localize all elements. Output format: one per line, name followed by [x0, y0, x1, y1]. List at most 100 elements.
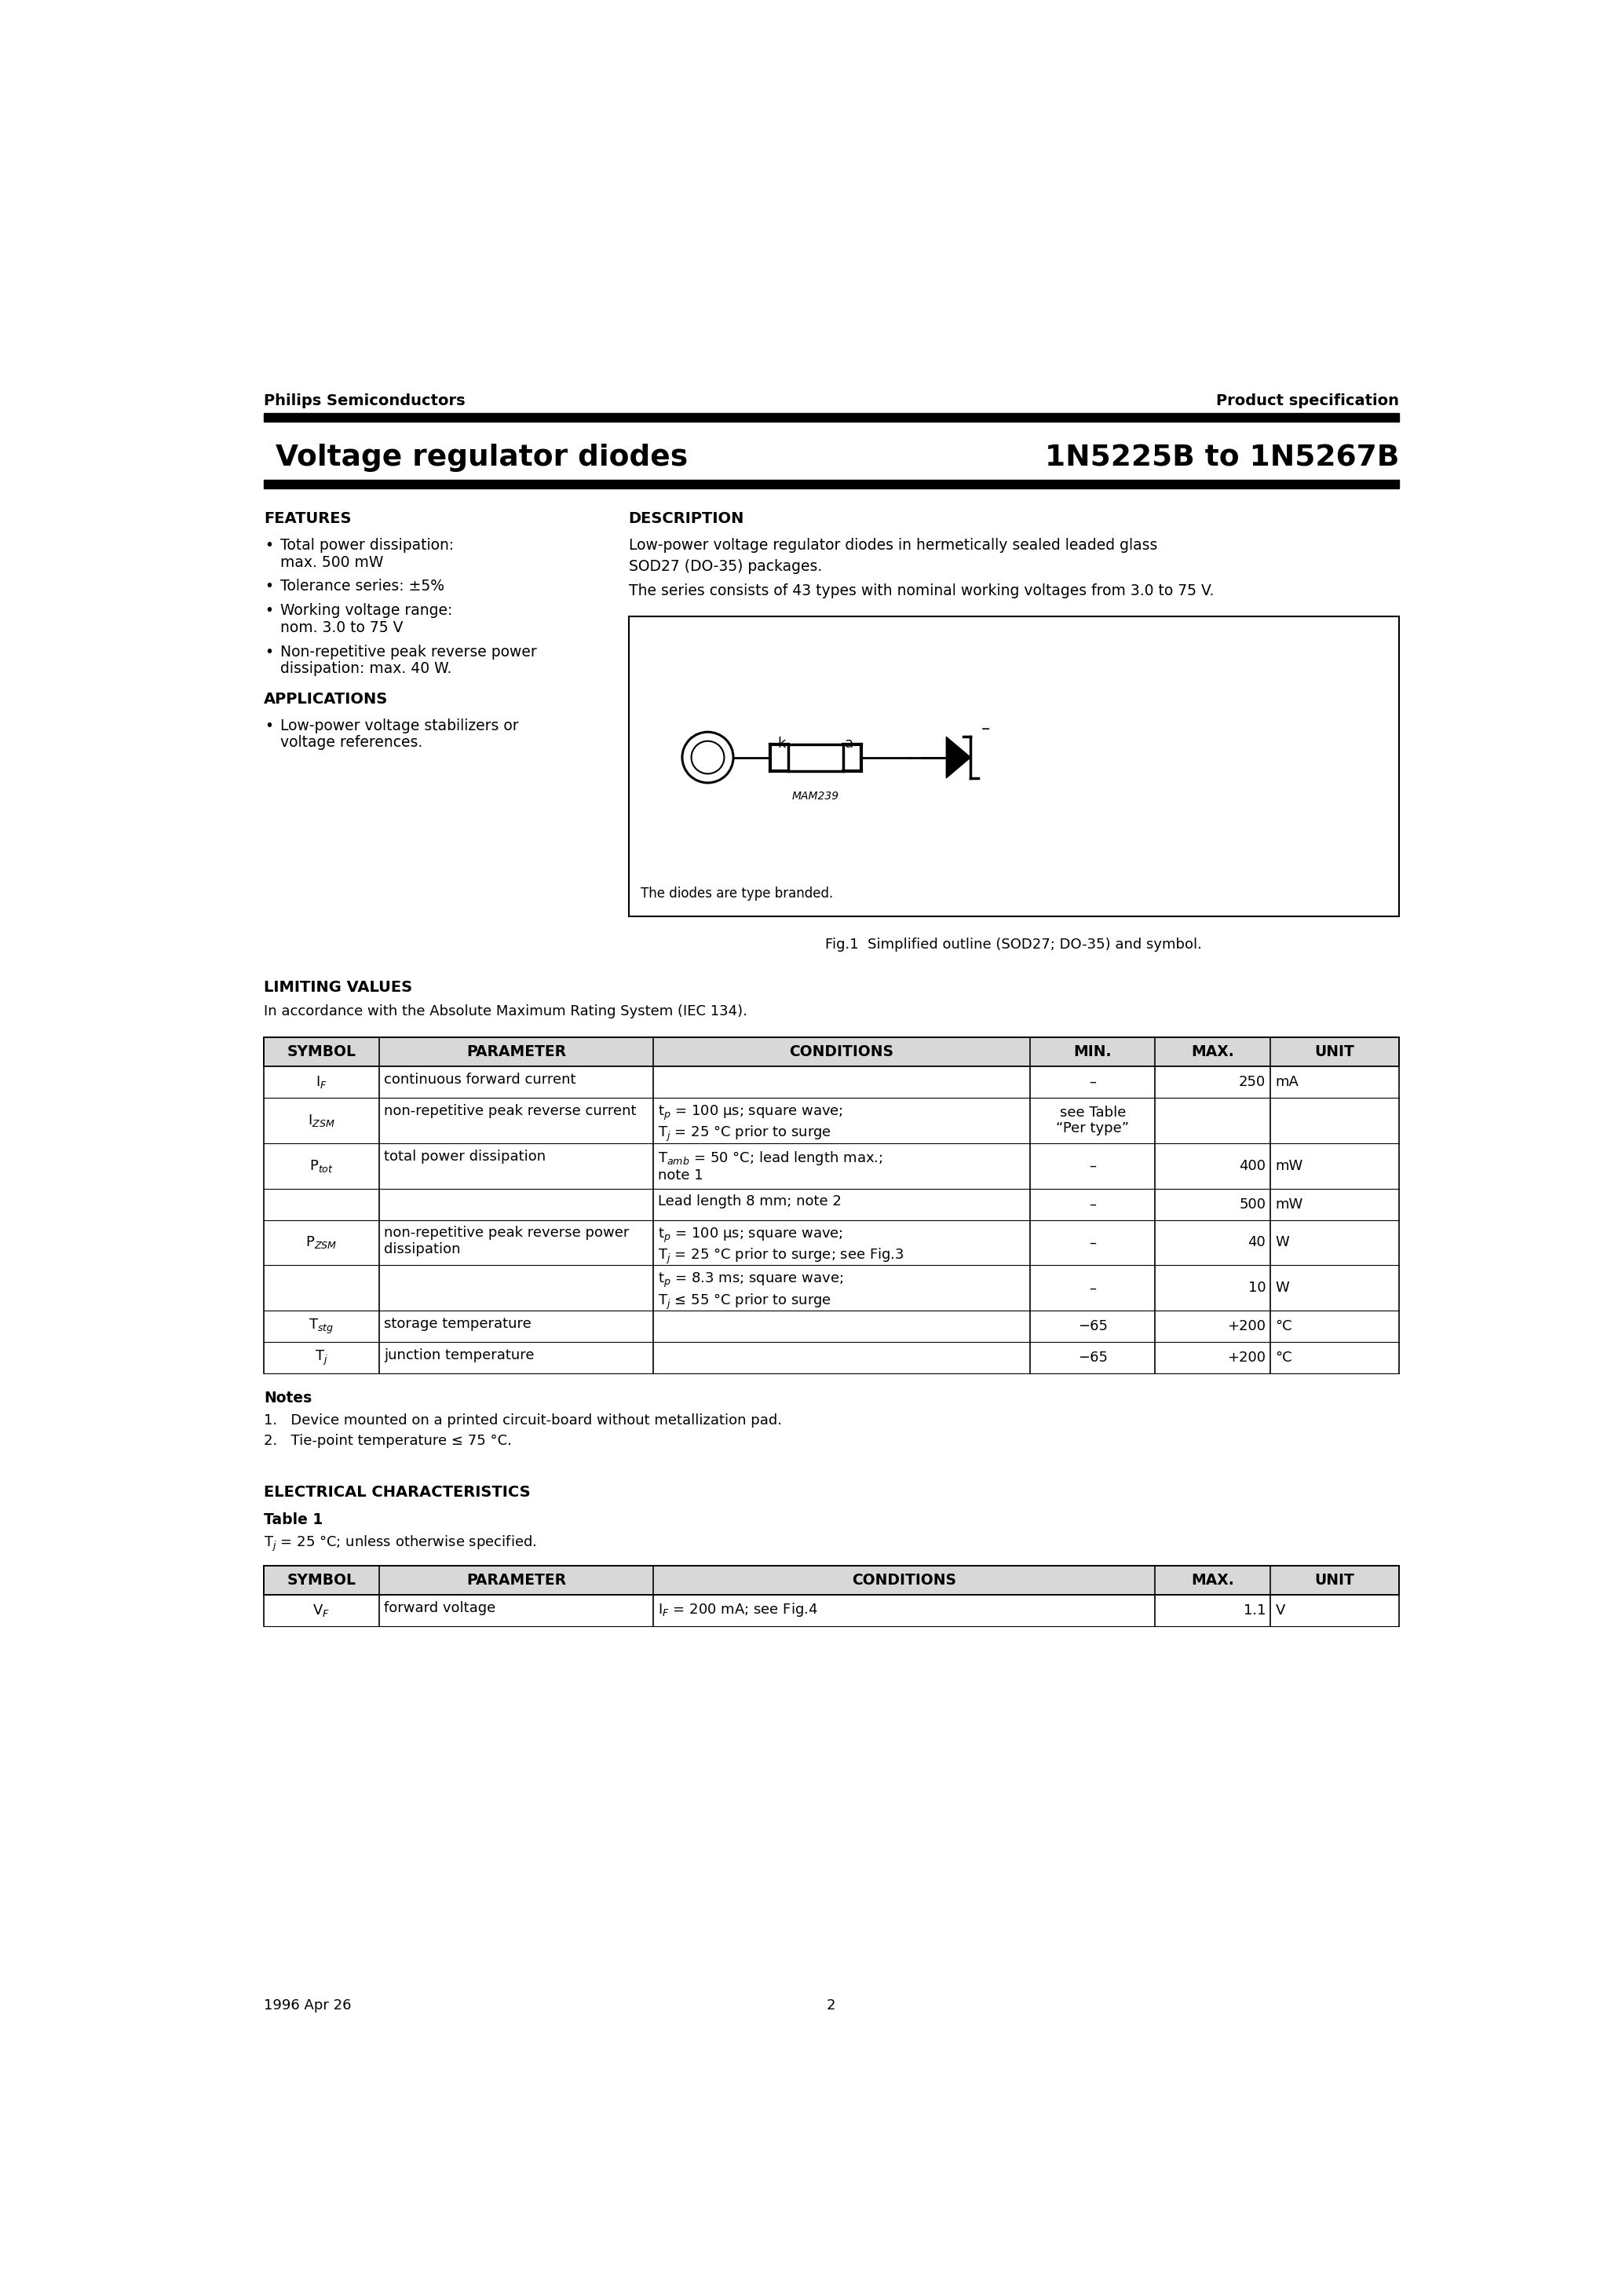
Bar [788, 744, 843, 771]
Text: see Table
“Per type”: see Table “Per type” [1056, 1104, 1129, 1137]
Text: –: – [1088, 1235, 1096, 1249]
Text: Philips Semiconductors: Philips Semiconductors [264, 393, 466, 409]
Text: 2: 2 [827, 1998, 835, 2011]
Text: k: k [779, 737, 787, 751]
Text: UNIT: UNIT [1315, 1045, 1354, 1058]
Text: +200: +200 [1228, 1350, 1265, 1364]
Polygon shape [946, 737, 970, 778]
Text: Working voltage range:: Working voltage range: [281, 604, 453, 618]
Text: LIMITING VALUES: LIMITING VALUES [264, 980, 412, 994]
Text: In accordance with the Absolute Maximum Rating System (IEC 134).: In accordance with the Absolute Maximum … [264, 1003, 748, 1017]
Text: CONDITIONS: CONDITIONS [852, 1573, 957, 1589]
Text: mW: mW [1275, 1159, 1302, 1173]
Text: MAM239: MAM239 [792, 790, 839, 801]
Text: T$_j$ = 25 °C; unless otherwise specified.: T$_j$ = 25 °C; unless otherwise specifie… [264, 1534, 537, 1554]
Text: 250: 250 [1239, 1075, 1265, 1088]
Text: 2.   Tie-point temperature ≤ 75 °C.: 2. Tie-point temperature ≤ 75 °C. [264, 1435, 511, 1449]
Bar [264, 1343, 1398, 1373]
Bar [264, 1219, 1398, 1265]
Text: DESCRIPTION: DESCRIPTION [629, 512, 744, 526]
Text: FEATURES: FEATURES [264, 512, 350, 526]
Text: W: W [1275, 1235, 1289, 1249]
Bar [264, 480, 1398, 489]
Text: V$_F$: V$_F$ [313, 1603, 329, 1619]
Text: Voltage regulator diodes: Voltage regulator diodes [276, 443, 688, 473]
Text: SYMBOL: SYMBOL [287, 1045, 355, 1058]
Text: Total power dissipation:: Total power dissipation: [281, 537, 454, 553]
Text: UNIT: UNIT [1315, 1573, 1354, 1589]
Text: •: • [264, 719, 274, 732]
Text: SYMBOL: SYMBOL [287, 1573, 355, 1589]
Text: dissipation: max. 40 W.: dissipation: max. 40 W. [281, 661, 453, 677]
Bar [264, 1065, 1398, 1097]
Text: −65: −65 [1077, 1320, 1108, 1334]
Text: APPLICATIONS: APPLICATIONS [264, 691, 388, 707]
Text: a: a [845, 737, 853, 751]
Bar [264, 1265, 1398, 1311]
Text: mW: mW [1275, 1196, 1302, 1212]
Text: non-repetitive peak reverse current: non-repetitive peak reverse current [384, 1104, 636, 1118]
Text: •: • [264, 579, 274, 595]
Text: Non-repetitive peak reverse power: Non-repetitive peak reverse power [281, 645, 537, 659]
Text: Table 1: Table 1 [264, 1513, 323, 1527]
Text: W: W [1275, 1281, 1289, 1295]
Bar [264, 1143, 1398, 1189]
Text: –: – [1088, 1159, 1096, 1173]
Text: 1996 Apr 26: 1996 Apr 26 [264, 1998, 350, 2011]
Bar [264, 1566, 1398, 1596]
Text: Low-power voltage stabilizers or: Low-power voltage stabilizers or [281, 719, 519, 732]
Text: t$_p$ = 8.3 ms; square wave;
T$_j$ ≤ 55 °C prior to surge: t$_p$ = 8.3 ms; square wave; T$_j$ ≤ 55 … [659, 1272, 843, 1311]
Bar [264, 413, 1398, 422]
Text: I$_F$ = 200 mA; see Fig.4: I$_F$ = 200 mA; see Fig.4 [659, 1600, 817, 1619]
Text: P$_{ZSM}$: P$_{ZSM}$ [305, 1235, 337, 1251]
Text: –: – [1088, 1196, 1096, 1212]
Text: mA: mA [1275, 1075, 1299, 1088]
Text: 500: 500 [1239, 1196, 1265, 1212]
Text: I$_{ZSM}$: I$_{ZSM}$ [308, 1114, 336, 1127]
Text: Low-power voltage regulator diodes in hermetically sealed leaded glass
SOD27 (DO: Low-power voltage regulator diodes in he… [629, 537, 1158, 574]
Text: total power dissipation: total power dissipation [384, 1150, 547, 1164]
Text: ELECTRICAL CHARACTERISTICS: ELECTRICAL CHARACTERISTICS [264, 1486, 530, 1499]
Text: Fig.1  Simplified outline (SOD27; DO-35) and symbol.: Fig.1 Simplified outline (SOD27; DO-35) … [826, 937, 1202, 953]
Text: non-repetitive peak reverse power
dissipation: non-repetitive peak reverse power dissip… [384, 1226, 629, 1256]
Text: t$_p$ = 100 μs; square wave;
T$_j$ = 25 °C prior to surge: t$_p$ = 100 μs; square wave; T$_j$ = 25 … [659, 1104, 843, 1143]
Text: –: – [1088, 1075, 1096, 1088]
Text: PARAMETER: PARAMETER [466, 1573, 566, 1589]
Text: 1.1: 1.1 [1244, 1603, 1265, 1619]
Text: continuous forward current: continuous forward current [384, 1072, 576, 1086]
Text: PARAMETER: PARAMETER [466, 1045, 566, 1058]
Text: MIN.: MIN. [1074, 1045, 1111, 1058]
Text: °C: °C [1275, 1350, 1293, 1364]
Text: nom. 3.0 to 75 V: nom. 3.0 to 75 V [281, 620, 404, 636]
Text: •: • [264, 604, 274, 618]
Text: −65: −65 [1077, 1350, 1108, 1364]
Text: V: V [1275, 1603, 1285, 1619]
Text: T$_{stg}$: T$_{stg}$ [308, 1318, 334, 1336]
Text: •: • [264, 645, 274, 659]
Text: T$_j$: T$_j$ [315, 1348, 328, 1366]
Text: The series consists of 43 types with nominal working voltages from 3.0 to 75 V.: The series consists of 43 types with nom… [629, 583, 1213, 599]
Text: 10: 10 [1247, 1281, 1265, 1295]
Text: Lead length 8 mm; note 2: Lead length 8 mm; note 2 [659, 1194, 842, 1208]
Text: 1N5225B to 1N5267B: 1N5225B to 1N5267B [1045, 443, 1398, 473]
Text: •: • [264, 537, 274, 553]
Text: forward voltage: forward voltage [384, 1600, 496, 1614]
Text: 400: 400 [1239, 1159, 1265, 1173]
Text: 40: 40 [1247, 1235, 1265, 1249]
Text: t$_p$ = 100 μs; square wave;
T$_j$ = 25 °C prior to surge; see Fig.3: t$_p$ = 100 μs; square wave; T$_j$ = 25 … [659, 1226, 903, 1265]
Bar [264, 1189, 1398, 1219]
Bar [264, 1038, 1398, 1065]
Text: T$_{amb}$ = 50 °C; lead length max.;
note 1: T$_{amb}$ = 50 °C; lead length max.; not… [659, 1150, 882, 1182]
Text: junction temperature: junction temperature [384, 1348, 534, 1362]
Text: voltage references.: voltage references. [281, 735, 423, 751]
Bar [264, 1097, 1398, 1143]
Text: 1.   Device mounted on a printed circuit-board without metallization pad.: 1. Device mounted on a printed circuit-b… [264, 1414, 782, 1428]
Text: MAX.: MAX. [1191, 1573, 1234, 1589]
Text: Tolerance series: ±5%: Tolerance series: ±5% [281, 579, 444, 595]
Text: The diodes are type branded.: The diodes are type branded. [641, 886, 834, 900]
Bar [264, 1311, 1398, 1343]
Text: P$_{tot}$: P$_{tot}$ [310, 1157, 334, 1173]
Text: Notes: Notes [264, 1391, 311, 1405]
Text: storage temperature: storage temperature [384, 1316, 532, 1332]
Text: –: – [1088, 1281, 1096, 1295]
